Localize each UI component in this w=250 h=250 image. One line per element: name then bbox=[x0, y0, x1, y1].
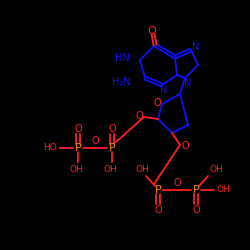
Text: OH: OH bbox=[216, 186, 230, 194]
Text: O: O bbox=[108, 124, 116, 134]
Text: P: P bbox=[154, 185, 162, 195]
Text: N: N bbox=[192, 42, 200, 52]
Text: OH: OH bbox=[69, 164, 83, 173]
Text: O: O bbox=[181, 141, 189, 151]
Text: HN: HN bbox=[115, 53, 130, 63]
Text: O: O bbox=[192, 205, 200, 215]
Text: P: P bbox=[74, 143, 82, 153]
Text: P: P bbox=[192, 185, 200, 195]
Text: HO: HO bbox=[43, 144, 57, 152]
Text: O: O bbox=[154, 205, 162, 215]
Text: OH: OH bbox=[103, 164, 117, 173]
Text: P: P bbox=[108, 143, 116, 153]
Text: H₂N: H₂N bbox=[112, 77, 131, 87]
Text: OH: OH bbox=[135, 166, 149, 174]
Text: O: O bbox=[148, 26, 156, 36]
Text: O: O bbox=[173, 178, 181, 188]
Text: OH: OH bbox=[209, 166, 223, 174]
Text: O: O bbox=[135, 111, 143, 121]
Text: O: O bbox=[91, 136, 99, 146]
Text: O: O bbox=[74, 124, 82, 134]
Text: O: O bbox=[153, 98, 161, 108]
Text: N: N bbox=[160, 85, 168, 95]
Text: N: N bbox=[184, 78, 192, 88]
